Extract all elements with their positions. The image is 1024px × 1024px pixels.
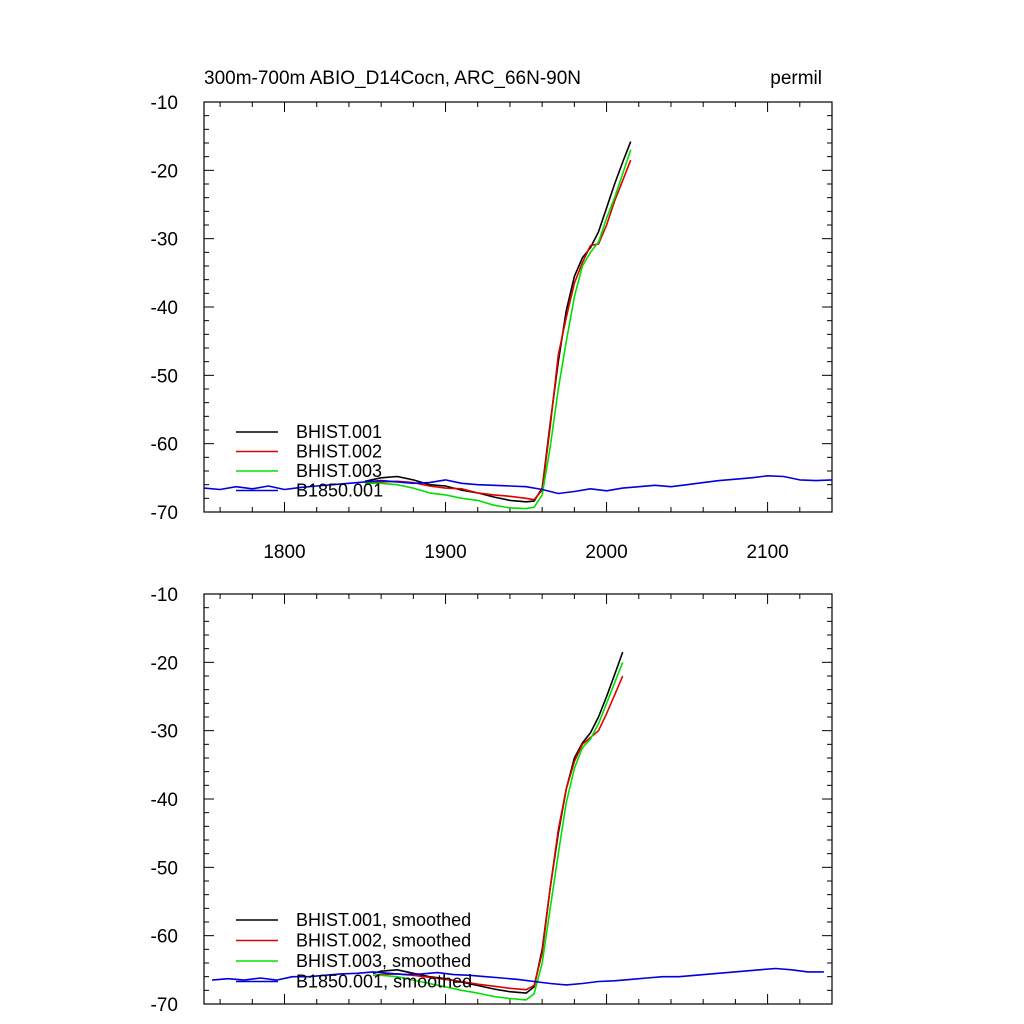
y-tick-label: -30 xyxy=(151,722,178,743)
x-tick-label: 2000 xyxy=(585,542,627,563)
legend-entry: BHIST.003 xyxy=(296,461,382,481)
series-line-4 xyxy=(212,967,824,986)
y-tick-label: -30 xyxy=(151,230,178,251)
panel-bottom: -10 -20 -30 -40 -50 -60 -70 BHIST.001, smoothed… xyxy=(151,585,833,1016)
series-line-1 xyxy=(372,651,624,994)
y-tick-label: -70 xyxy=(151,995,178,1016)
y-tick-label: -10 xyxy=(151,93,178,114)
series-line-3 xyxy=(365,149,632,510)
legend-entry: BHIST.002 xyxy=(296,442,382,462)
chart-title: 300m-700m ABIO_D14Cocn, ARC_66N-90N xyxy=(204,68,581,89)
y-tick-label: -20 xyxy=(151,653,178,674)
series-line-1 xyxy=(364,141,632,503)
y-tick-label: -60 xyxy=(151,435,178,456)
y-tick-label: -20 xyxy=(151,161,178,182)
series-line-2 xyxy=(364,159,632,501)
y-tick-label: -70 xyxy=(151,503,178,524)
y-tick-label: -60 xyxy=(151,927,178,948)
legend-entry: BHIST.001 xyxy=(296,422,382,442)
series-line-4 xyxy=(203,474,833,495)
x-tick-label: 1800 xyxy=(263,542,305,563)
y-tick-label: -40 xyxy=(151,298,178,319)
y-tick-label: -40 xyxy=(151,790,178,811)
legend-entry: B1850.001, smoothed xyxy=(296,972,472,992)
x-tick-label: 1900 xyxy=(424,542,466,563)
units-label: permil xyxy=(770,68,822,89)
y-tick-label: -50 xyxy=(151,858,178,879)
legend-entry: B1850.001 xyxy=(296,481,383,501)
legend-entry: BHIST.002, smoothed xyxy=(296,931,471,951)
legend-entry: BHIST.001, smoothed xyxy=(296,910,471,930)
y-tick-label: -50 xyxy=(151,366,178,387)
panel-top: -10 -20 -30 -40 -50 -60 -70 1800 1900 2000 2100 BHI… xyxy=(151,93,833,563)
x-tick-label: 2100 xyxy=(746,542,788,563)
series-line-3 xyxy=(373,662,624,1001)
legend-entry: BHIST.003, smoothed xyxy=(296,951,471,971)
y-tick-label: -10 xyxy=(151,585,178,606)
